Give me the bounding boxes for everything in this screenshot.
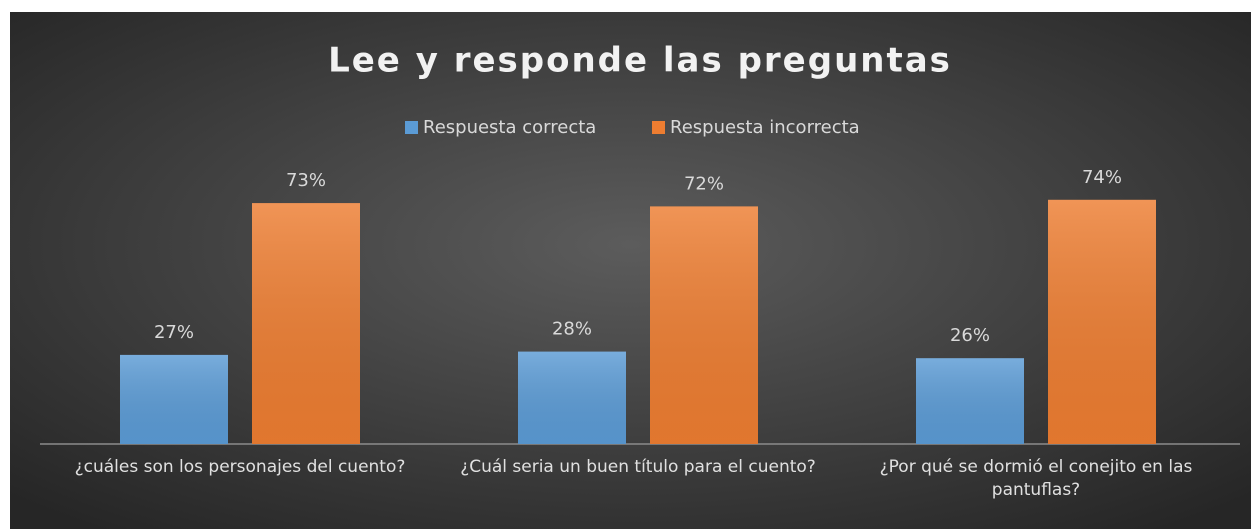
bar-sheen	[518, 351, 626, 444]
legend-label: Respuesta incorrecta	[670, 117, 860, 138]
bar-sheen	[916, 358, 1024, 444]
x-tick-label: ¿Cuál seria un buen título para el cuent…	[460, 457, 816, 477]
data-label: 27%	[154, 322, 194, 343]
chart-title: Lee y responde las preguntas	[328, 41, 952, 81]
x-tick-label: ¿cuáles son los personajes del cuento?	[74, 457, 406, 477]
legend-swatch	[405, 121, 418, 134]
x-tick-label: ¿Por qué se dormió el conejito en las pa…	[879, 457, 1193, 500]
data-label: 74%	[1082, 167, 1122, 188]
data-label: 26%	[950, 325, 990, 346]
data-label: 73%	[286, 170, 326, 191]
legend-label: Respuesta correcta	[423, 117, 596, 138]
bar-sheen	[252, 203, 360, 444]
legend-swatch	[652, 121, 665, 134]
data-label: 28%	[552, 319, 592, 340]
data-label: 72%	[684, 173, 724, 194]
bar-sheen	[1048, 199, 1156, 444]
bar-sheen	[650, 206, 758, 444]
bar-sheen	[120, 354, 228, 444]
